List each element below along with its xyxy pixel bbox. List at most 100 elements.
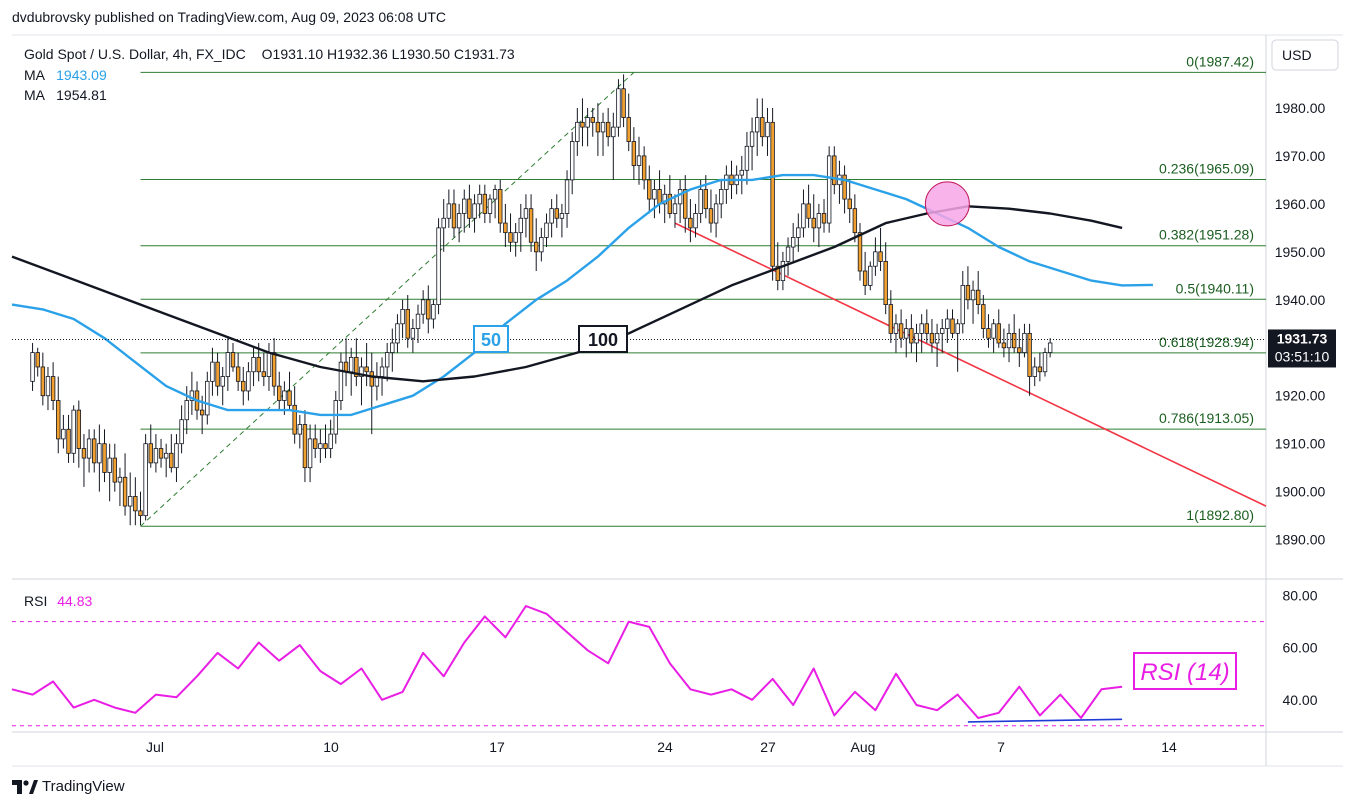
candle [400,299,405,339]
candle [390,328,395,372]
candle-body [297,424,303,435]
candle [503,203,508,248]
candle [662,184,667,224]
candle [40,352,46,406]
ma100-legend[interactable]: MA 1954.81 [24,87,107,103]
time-tick-label: 24 [657,739,673,755]
candle [852,194,858,243]
candle-body [1047,342,1053,353]
fib-level-label: 0.382(1951.28) [1159,227,1254,243]
candle [451,189,457,238]
rsi-axis[interactable]: 80.00 60.00 40.00 [1282,588,1317,708]
candle-body [688,217,693,229]
candle [595,103,601,156]
candle-body [492,189,498,200]
price-tick-label: 1920.00 [1275,388,1326,404]
ma50-label-box[interactable]: 50 [473,325,509,353]
candle [544,213,549,248]
candle-body [940,328,945,334]
candle-body [184,400,189,421]
candle-body [575,121,580,142]
candle [133,477,138,526]
moving-averages [11,173,1153,417]
time-axis[interactable]: Jul 10 17 24 27 Aug 7 14 [146,739,1177,755]
candle-body [472,203,477,219]
candle-body [693,213,698,229]
candle-body [112,457,117,483]
candle [235,352,241,391]
cross-highlight-circle[interactable] [924,181,970,227]
rsi-tick-label: 40.00 [1282,692,1317,708]
descending-trendline [674,222,1267,507]
trendlines[interactable] [674,222,1267,507]
candle-body [636,155,642,166]
candle [302,410,308,483]
ma100-label-box[interactable]: 100 [578,325,628,353]
candle-body [277,385,282,401]
candle-body [621,88,626,118]
candle [672,194,678,228]
tradingview-brand[interactable]: TradingView [12,778,125,795]
candle [713,194,719,238]
candle [554,194,559,228]
ma100-line [11,205,1123,383]
fib-retracement[interactable]: 0(1987.42) 0.236(1965.09) 0.382(1951.28) 0.… [140,53,1266,527]
candle-body [1037,366,1043,373]
candle-body [410,328,416,339]
candle-body [441,217,446,229]
bar-countdown: 03:51:10 [1275,348,1330,364]
candle [45,366,51,411]
candle [117,467,123,507]
candle-body [590,117,595,123]
candle [945,309,950,343]
candle-body [122,476,128,507]
ma100-legend-label: MA [24,87,46,103]
candle [71,405,76,463]
candle [904,318,909,358]
rsi-legend-value: 44.83 [57,593,92,609]
candle [266,342,272,391]
symbol-title: Gold Spot / U.S. Dollar, 4h, FX_IDC [24,46,246,62]
candle-body [225,352,231,377]
candle [1022,323,1027,358]
candle [384,342,390,382]
candle [482,184,488,224]
rsi-line [11,605,1123,719]
candle-body [652,189,657,200]
candle [647,165,652,214]
candle-body [893,323,899,334]
candle-body [677,189,683,205]
price-axis[interactable]: 1980.001970.001960.001950.001940.001930.… [1275,100,1326,548]
ma50-legend[interactable]: MA 1943.09 [24,67,107,83]
candle [35,347,40,377]
candle [539,227,544,262]
candle-body [888,304,894,334]
candle [297,414,303,449]
candle [246,362,251,401]
candle [359,357,364,406]
candle [446,189,452,228]
candle-body [960,285,965,325]
candle [683,175,688,233]
candle [112,443,117,492]
candle-body [66,428,71,454]
candle [292,386,297,444]
currency-button[interactable]: USD [1271,39,1339,71]
candle [940,318,945,353]
rsi-title-box[interactable]: RSI (14) [1133,652,1237,690]
candle [688,199,693,243]
candle-body [158,448,164,459]
candle [559,203,565,238]
candle-body [420,299,426,315]
candle [893,314,899,353]
symbol-legend[interactable]: Gold Spot / U.S. Dollar, 4h, FX_IDC O193… [24,46,515,62]
candle [677,179,683,224]
candle [441,199,446,252]
rsi-legend[interactable]: RSI 44.83 [24,593,92,609]
candle-body [523,208,529,219]
candle-body [71,409,76,454]
candle-body [256,356,261,373]
candle [420,290,426,324]
candle [780,251,786,291]
